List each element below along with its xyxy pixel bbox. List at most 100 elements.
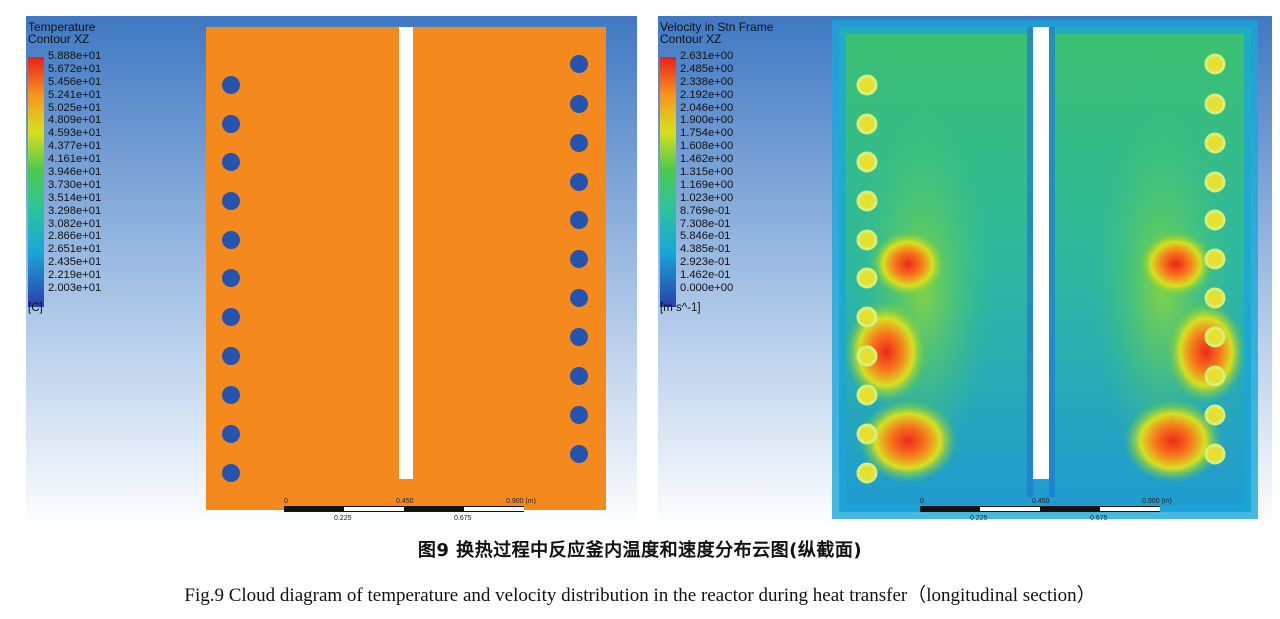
legend-tick-label: 3.298e+01 [48, 204, 102, 217]
legend-tick-label: 2.485e+00 [680, 62, 734, 75]
temperature-colorbar [28, 57, 44, 307]
tube-hole [222, 347, 240, 365]
legend-tick-label: 2.192e+00 [680, 88, 734, 101]
legend-tick-label: 2.631e+00 [680, 50, 734, 62]
legend-tick-label: 1.754e+00 [680, 127, 734, 140]
tube-hole [570, 134, 588, 152]
heat-exchanger-tubes-right [856, 53, 1226, 484]
legend-tick-label: 8.769e-01 [680, 204, 731, 217]
figure-caption-chinese: 图9 换热过程中反应釜内温度和速度分布云图(纵截面) [417, 540, 863, 561]
tube-hole [1204, 287, 1226, 309]
hot-spot [1166, 300, 1246, 404]
hot-spot [1138, 230, 1214, 298]
legend-tick-label: 2.866e+01 [48, 230, 102, 243]
legend-tick-label: 5.888e+01 [48, 50, 102, 62]
legend-tick-label: 2.338e+00 [680, 75, 734, 88]
tube-hole [222, 76, 240, 94]
tube-hole [570, 445, 588, 463]
tube-hole [1204, 404, 1226, 426]
figure-caption-english: Fig.9 Cloud diagram of temperature and v… [184, 585, 1096, 606]
tube-hole [1204, 93, 1226, 115]
scale-bar: 0 0.450 0.900 (m) 0.225 0.675 [920, 498, 1172, 528]
velocity-legend-ticks: 2.631e+00 2.485e+00 2.338e+00 2.192e+00 2.04… [680, 50, 733, 295]
legend-tick-label: 2.219e+01 [48, 269, 102, 282]
scale-label: 0.450 [1032, 498, 1050, 505]
tube-hole [856, 462, 878, 484]
hot-spot [870, 230, 946, 298]
tube-hole [856, 423, 878, 445]
legend-tick-label: 1.023e+00 [680, 191, 734, 204]
tube-hole [1204, 326, 1226, 348]
tube-hole [1204, 171, 1226, 193]
tube-hole [856, 267, 878, 289]
tube-hole [856, 74, 878, 96]
tube-hole [856, 190, 878, 212]
legend-tick-label: 2.923e-01 [680, 256, 731, 269]
tube-hole [856, 229, 878, 251]
tube-hole [570, 211, 588, 229]
scale-label: 0.225 [334, 515, 352, 522]
legend-tick-label: 2.046e+00 [680, 101, 734, 114]
legend-tick-label: 4.377e+01 [48, 140, 102, 153]
tube-hole [1204, 53, 1226, 75]
tube-hole [222, 192, 240, 210]
tube-hole [856, 151, 878, 173]
legend-tick-label: 5.025e+01 [48, 101, 102, 114]
tube-hole [1204, 209, 1226, 231]
scale-label: 0.675 [454, 515, 472, 522]
tube-hole [570, 173, 588, 191]
tube-hole [856, 384, 878, 406]
legend-tick-label: 4.593e+01 [48, 127, 102, 140]
legend-unit: [m s^-1] [660, 302, 701, 314]
temperature-contour-panel: Temperature Contour XZ 5.888e+01 5.672e+0… [26, 16, 637, 528]
tube-hole [222, 115, 240, 133]
legend-tick-label: 3.730e+01 [48, 178, 102, 191]
legend-tick-label: 3.514e+01 [48, 191, 102, 204]
scale-bar: 0 0.450 0.900 (m) 0.225 0.675 [284, 498, 536, 528]
legend-tick-label: 1.462e+00 [680, 153, 734, 166]
legend-tick-label: 4.809e+01 [48, 114, 102, 127]
tube-hole [222, 425, 240, 443]
scale-label: 0 [284, 498, 288, 505]
tube-hole [1204, 132, 1226, 154]
heat-exchanger-tubes-left [222, 55, 588, 482]
velocity-colorbar [660, 57, 676, 307]
scale-label: 0.900 (m) [1142, 498, 1172, 505]
tube-hole [222, 386, 240, 404]
tube-hole [570, 250, 588, 268]
legend-tick-label: 1.900e+00 [680, 114, 734, 127]
temperature-legend-ticks: 5.888e+01 5.672e+01 5.456e+01 5.241e+01 5.02… [48, 50, 101, 295]
tube-hole [856, 113, 878, 135]
legend-tick-label: 2.651e+01 [48, 243, 102, 256]
tube-hole [222, 308, 240, 326]
stirrer-shaft [399, 27, 413, 479]
legend-tick-label: 5.241e+01 [48, 88, 102, 101]
legend-tick-label: 4.385e-01 [680, 243, 731, 256]
tube-hole [222, 231, 240, 249]
tube-hole [570, 55, 588, 73]
legend-title: Velocity in Stn Frame Contour XZ [660, 20, 774, 46]
velocity-contour-panel: Velocity in Stn Frame Contour XZ 2.631e+… [658, 16, 1272, 528]
tube-hole [570, 367, 588, 385]
temperature-contour-plot [26, 16, 637, 528]
stirrer-shaft [1033, 27, 1049, 479]
tube-hole [222, 269, 240, 287]
legend-tick-label: 3.082e+01 [48, 217, 102, 230]
tube-hole [1204, 365, 1226, 387]
legend-tick-label: 3.946e+01 [48, 166, 102, 179]
legend-tick-label: 1.608e+00 [680, 140, 734, 153]
legend-tick-label: 2.003e+01 [48, 282, 102, 295]
legend-tick-label: 1.462e-01 [680, 269, 731, 282]
legend-tick-label: 4.161e+01 [48, 153, 102, 166]
tube-hole [856, 306, 878, 328]
legend-tick-label: 7.308e-01 [680, 217, 731, 230]
scale-label: 0.225 [970, 515, 988, 522]
tube-hole [570, 95, 588, 113]
velocity-contour-plot [658, 16, 1272, 528]
tube-hole [570, 289, 588, 307]
tube-hole [222, 464, 240, 482]
legend-tick-label: 5.456e+01 [48, 75, 102, 88]
legend-title: Temperature Contour XZ [28, 20, 96, 46]
tube-hole [222, 153, 240, 171]
tube-hole [570, 328, 588, 346]
